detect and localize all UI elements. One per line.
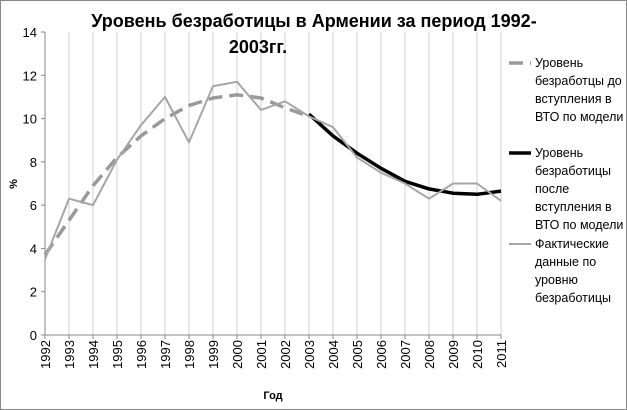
legend-label-3: уровню <box>535 273 578 287</box>
legend-label-1: безработцы до <box>535 74 622 88</box>
series-line-1 <box>43 93 310 256</box>
x-tick-label: 2003 <box>302 340 317 369</box>
x-tick-label: 2001 <box>254 340 269 369</box>
legend-label-1: Уровень <box>535 56 583 70</box>
series-line-2 <box>307 112 502 197</box>
legend-label-2: безработицы <box>535 164 611 178</box>
x-tick-label: 1999 <box>206 340 221 369</box>
legend-label-2: ВТО по модели <box>535 218 623 232</box>
y-axis-label: % <box>8 179 20 189</box>
x-tick-label: 2004 <box>326 340 341 369</box>
y-tick-label: 14 <box>23 25 37 40</box>
x-tick-label: 2000 <box>230 340 245 369</box>
x-tick-label: 2008 <box>422 340 437 369</box>
x-tick-label: 1993 <box>62 340 77 369</box>
x-tick-label: 2005 <box>350 340 365 369</box>
x-tick-label: 1997 <box>158 340 173 369</box>
x-axis-label: Год <box>263 390 282 402</box>
legend-label-2: Уровень <box>535 146 583 160</box>
x-tick-label: 2002 <box>278 340 293 369</box>
y-tick-label: 8 <box>30 155 37 170</box>
legend-label-3: Фактические <box>535 237 609 251</box>
y-tick-label: 2 <box>30 285 37 300</box>
y-tick-label: 12 <box>23 68 37 83</box>
chart-title: 2003гг. <box>229 37 287 57</box>
x-tick-label: 1992 <box>38 340 53 369</box>
x-tick-label: 1998 <box>182 340 197 369</box>
y-tick-label: 4 <box>30 241 37 256</box>
x-tick-label: 2011 <box>494 340 509 368</box>
series-line-3 <box>44 80 502 260</box>
legend-label-1: ВТО по модели <box>535 110 623 124</box>
x-tick-label: 1996 <box>134 340 149 369</box>
legend-label-3: безработицы <box>535 291 611 305</box>
x-tick-label: 2006 <box>374 340 389 369</box>
y-tick-label: 10 <box>23 112 37 127</box>
y-tick-label: 6 <box>30 198 37 213</box>
x-tick-label: 1995 <box>110 340 125 369</box>
chart-title: Уровень безработицы в Армении за период … <box>91 11 536 31</box>
y-tick-label: 0 <box>30 328 37 343</box>
legend-label-3: данные по <box>535 255 596 269</box>
legend-label-2: вступления в <box>535 200 612 214</box>
x-tick-label: 2007 <box>398 340 413 369</box>
x-tick-label: 1994 <box>86 340 101 369</box>
legend-label-1: вступления в <box>535 92 612 106</box>
x-tick-label: 2010 <box>470 340 485 369</box>
legend-label-2: после <box>535 182 569 196</box>
x-tick-label: 2009 <box>446 340 461 369</box>
